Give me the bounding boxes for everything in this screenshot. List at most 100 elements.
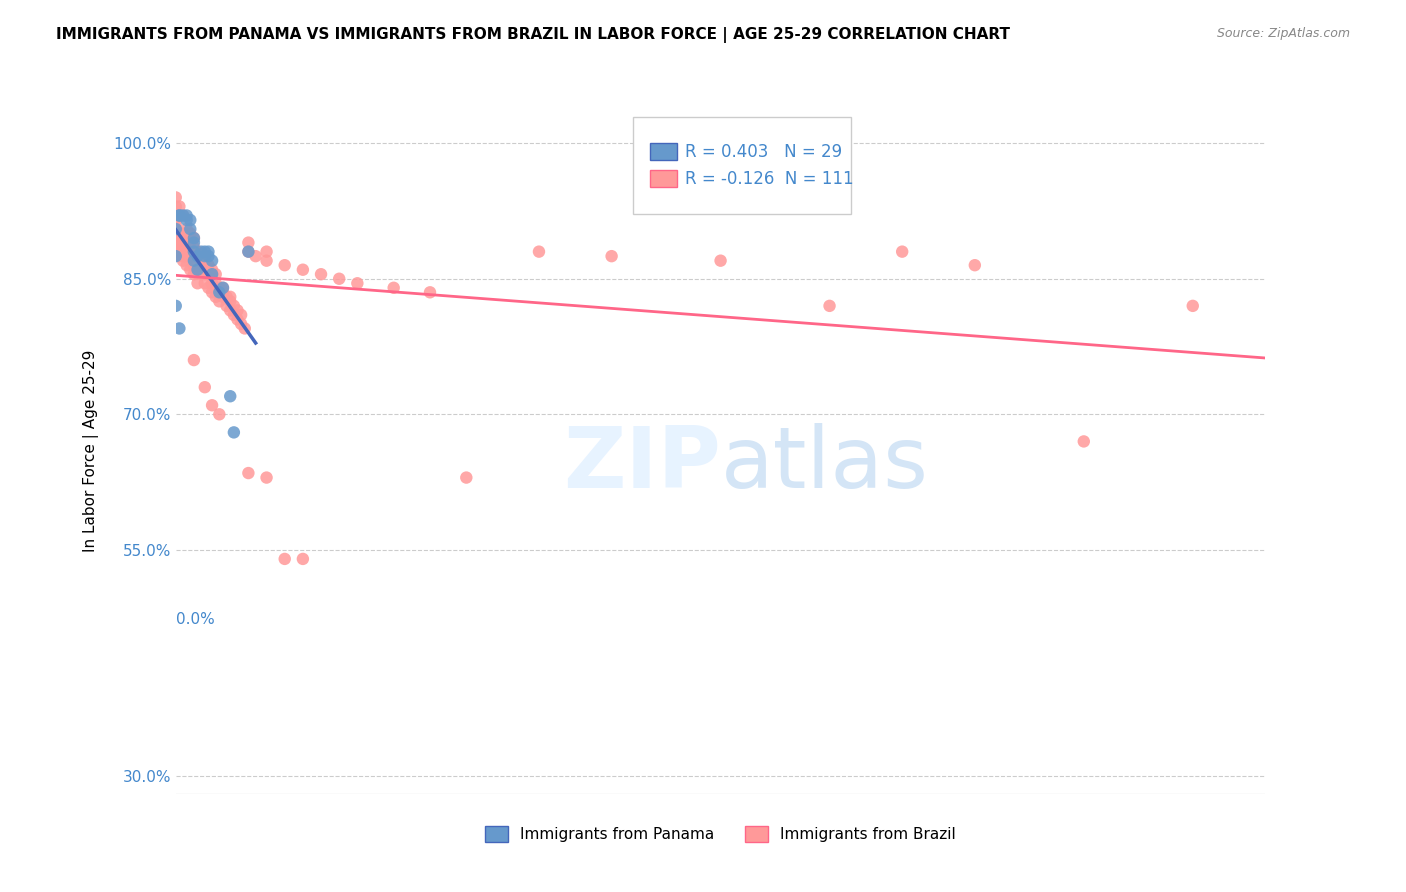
Point xyxy=(169,227,191,241)
Point xyxy=(212,285,235,300)
Point xyxy=(183,240,205,254)
Point xyxy=(274,552,297,566)
Point xyxy=(219,290,242,304)
Point xyxy=(201,285,224,300)
Point xyxy=(710,253,733,268)
Point xyxy=(233,321,256,335)
Point xyxy=(190,267,212,281)
Point xyxy=(176,227,198,241)
Point xyxy=(212,281,235,295)
Point xyxy=(176,231,198,245)
Point xyxy=(963,258,986,272)
Point xyxy=(179,249,201,263)
Point xyxy=(226,312,249,326)
Text: IMMIGRANTS FROM PANAMA VS IMMIGRANTS FROM BRAZIL IN LABOR FORCE | AGE 25-29 CORR: IMMIGRANTS FROM PANAMA VS IMMIGRANTS FRO… xyxy=(56,27,1011,43)
Point xyxy=(197,281,219,295)
Point xyxy=(238,244,260,259)
Point xyxy=(169,321,191,335)
Point xyxy=(208,281,231,295)
Point xyxy=(215,290,238,304)
Point xyxy=(179,231,201,245)
Point xyxy=(176,249,198,263)
Point xyxy=(176,258,198,272)
Point xyxy=(169,235,191,250)
Point xyxy=(1181,299,1204,313)
Point xyxy=(169,209,191,223)
Point xyxy=(183,231,205,245)
Point xyxy=(169,231,191,245)
Point xyxy=(176,222,198,236)
Point xyxy=(169,209,191,223)
Point xyxy=(194,249,217,263)
Point xyxy=(165,231,187,245)
Point xyxy=(219,303,242,318)
Point xyxy=(186,244,209,259)
Point xyxy=(197,249,219,263)
Point xyxy=(183,235,205,250)
Point xyxy=(169,209,191,223)
Point xyxy=(176,209,198,223)
Point xyxy=(212,290,235,304)
Point xyxy=(169,249,191,263)
Point xyxy=(172,240,194,254)
Point xyxy=(201,262,224,277)
Point xyxy=(194,244,217,259)
Point xyxy=(291,262,314,277)
Point xyxy=(183,231,205,245)
Point xyxy=(190,244,212,259)
Text: atlas: atlas xyxy=(721,423,928,506)
Y-axis label: In Labor Force | Age 25-29: In Labor Force | Age 25-29 xyxy=(83,350,98,551)
Point xyxy=(179,227,201,241)
Point xyxy=(183,258,205,272)
Point xyxy=(194,258,217,272)
Point xyxy=(231,308,253,322)
Point xyxy=(179,222,201,236)
Point xyxy=(183,244,205,259)
Point xyxy=(179,213,201,227)
Point xyxy=(183,353,205,368)
Text: Source: ZipAtlas.com: Source: ZipAtlas.com xyxy=(1216,27,1350,40)
Point xyxy=(222,308,245,322)
Point xyxy=(186,249,209,263)
Legend: Immigrants from Panama, Immigrants from Brazil: Immigrants from Panama, Immigrants from … xyxy=(479,820,962,848)
Point xyxy=(256,470,278,484)
Point xyxy=(818,299,841,313)
Point xyxy=(194,277,217,291)
Point xyxy=(172,227,194,241)
Point xyxy=(245,249,267,263)
Point xyxy=(291,552,314,566)
Point xyxy=(183,267,205,281)
Point xyxy=(186,262,209,277)
Point xyxy=(219,294,242,309)
Point xyxy=(456,470,478,484)
Point xyxy=(222,299,245,313)
Text: 0.0%: 0.0% xyxy=(176,612,215,627)
Point xyxy=(382,281,405,295)
Point xyxy=(197,267,219,281)
Point xyxy=(186,277,209,291)
Point xyxy=(169,199,191,213)
Point xyxy=(891,244,914,259)
Point xyxy=(197,258,219,272)
Point xyxy=(197,244,219,259)
Point xyxy=(165,249,187,263)
Point xyxy=(600,249,623,263)
Point xyxy=(226,303,249,318)
Point xyxy=(179,244,201,259)
Point xyxy=(183,249,205,263)
Point xyxy=(201,277,224,291)
Text: R = -0.126  N = 111: R = -0.126 N = 111 xyxy=(685,170,853,188)
Point xyxy=(186,262,209,277)
FancyBboxPatch shape xyxy=(633,118,852,213)
Point xyxy=(179,235,201,250)
Point xyxy=(208,407,231,421)
Point xyxy=(169,244,191,259)
Point xyxy=(274,258,297,272)
Point xyxy=(346,277,368,291)
Text: R = 0.403   N = 29: R = 0.403 N = 29 xyxy=(685,143,842,161)
Point xyxy=(190,258,212,272)
Point xyxy=(172,209,194,223)
Point xyxy=(172,249,194,263)
Point xyxy=(169,240,191,254)
Point xyxy=(309,267,332,281)
